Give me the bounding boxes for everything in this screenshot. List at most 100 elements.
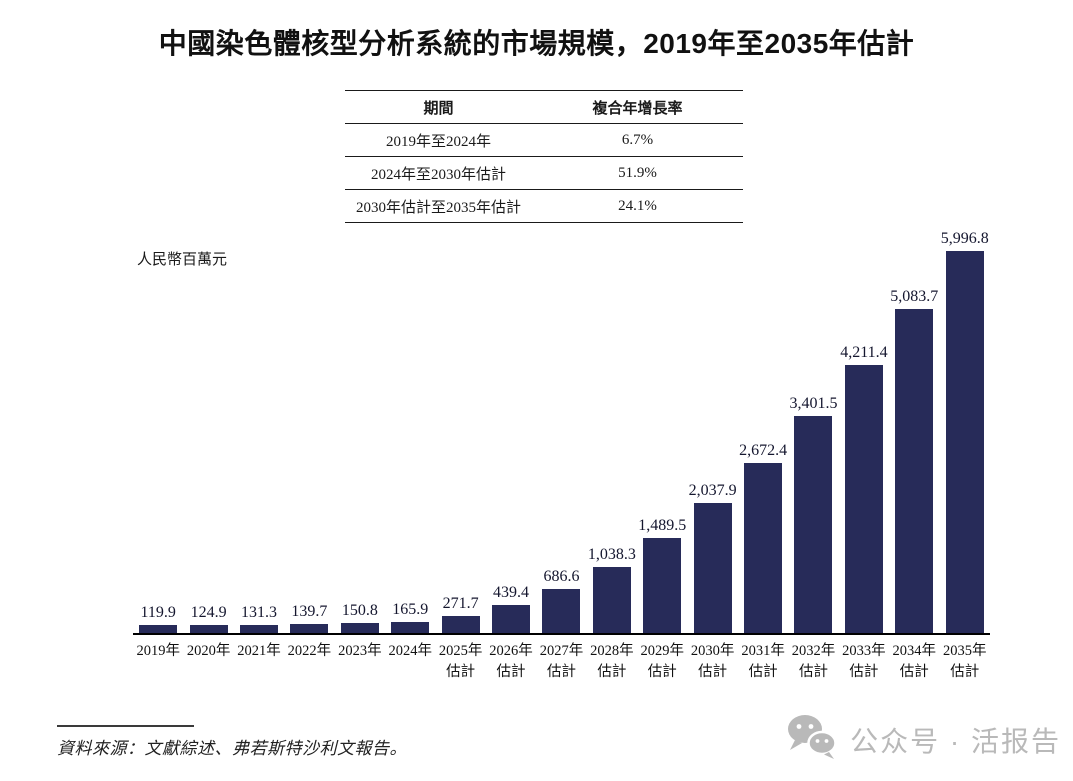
bar	[744, 462, 783, 633]
bar	[139, 625, 178, 633]
bar-value-label: 119.9	[140, 604, 176, 622]
watermark: 公众号 · 活报告	[786, 714, 1061, 765]
x-axis-label: 2033年估計	[839, 641, 889, 683]
cagr-table-header-period: 期間	[345, 90, 533, 124]
cagr-period-cell: 2030年估計至2035年估計	[345, 189, 533, 223]
wechat-icon	[786, 714, 838, 765]
x-axis-label: 2031年估計	[738, 641, 788, 683]
watermark-text: 公众号 · 活报告	[850, 725, 1061, 757]
x-axis-label-estimate: 估計	[950, 664, 980, 680]
bars-row: 119.9 124.9 131.3 139.7 150.8 165.9 271.7 439.4…	[133, 228, 990, 635]
source-note: 資料來源：文獻綜述、弗若斯特沙利文報告。	[57, 725, 407, 759]
bar	[340, 623, 379, 633]
bar-value-label: 1,038.3	[587, 545, 636, 563]
bar-value-label: 139.7	[291, 603, 328, 621]
bar-value-label: 5,996.8	[940, 230, 989, 247]
bar-value-label: 150.8	[341, 602, 378, 620]
bar-column: 165.9	[385, 600, 435, 633]
x-axis-label: 2027年估計	[536, 641, 586, 683]
bar-value-label: 271.7	[442, 594, 479, 612]
x-axis-label-year: 2019年	[136, 643, 180, 659]
bar-column: 271.7	[435, 594, 485, 633]
bar-value-label: 5,083.7	[890, 288, 939, 306]
x-axis-label-estimate: 估計	[597, 664, 627, 680]
x-axis-label: 2029年 估計	[637, 641, 687, 683]
x-axis-label: 2020年	[183, 641, 233, 662]
bar	[189, 625, 228, 633]
bar-value-label: 2,672.4	[739, 441, 788, 459]
x-axis-label-year: 2034年	[892, 643, 937, 659]
bar-column: 131.3	[234, 603, 284, 633]
bar	[643, 538, 682, 633]
bar-value-label: 2,037.9	[688, 482, 737, 500]
source-note-text: 資料來源：文獻綜述、弗若斯特沙利文報告。	[57, 739, 407, 758]
bar-column: 3,401.5	[788, 394, 838, 633]
x-axis-label-estimate: 估計	[798, 664, 828, 680]
cagr-table-header-row: 期間 複合年增長率	[345, 90, 743, 124]
bar-column: 5,083.7	[889, 287, 939, 633]
x-axis-label-estimate: 估計	[748, 664, 778, 680]
bar	[290, 624, 329, 633]
x-axis-label-year: 2021年	[237, 643, 281, 659]
bar	[844, 364, 883, 633]
bar-value-label: 124.9	[190, 604, 227, 621]
bar-value-label: 686.6	[543, 568, 580, 586]
bar-chart: 119.9 124.9 131.3 139.7 150.8 165.9 271.7 439.4…	[133, 228, 990, 683]
bar-column: 1,489.5	[637, 516, 687, 633]
x-axis-label-year: 2026年	[489, 643, 533, 659]
cagr-value-cell: 51.9%	[532, 156, 743, 190]
bar-column: 1,038.3	[587, 545, 637, 633]
x-axis-label-year: 2030年	[690, 643, 735, 659]
x-axis-label-year: 2033年	[842, 643, 886, 659]
x-axis-label-estimate: 估計	[546, 664, 576, 680]
cagr-period-cell: 2024年至2030年估計	[345, 156, 533, 190]
bar-column: 124.9	[183, 603, 233, 633]
source-divider-line	[57, 725, 194, 727]
bar-value-label: 165.9	[392, 601, 429, 619]
x-axis-label-year: 2020年	[186, 643, 231, 659]
x-axis-label-year: 2028年	[590, 643, 634, 659]
bar-column: 2,672.4	[738, 441, 788, 633]
bar-column: 4,211.4	[839, 343, 889, 633]
bar-value-label: 3,401.5	[789, 395, 838, 413]
x-axis-label-year: 2025年	[438, 643, 483, 659]
x-axis-label: 2028年估計	[587, 641, 637, 683]
bar-value-label: 439.4	[493, 584, 530, 601]
bar-column: 150.8	[335, 601, 385, 633]
cagr-table-header-cagr: 複合年增長率	[532, 90, 743, 124]
bar-column: 119.9	[133, 603, 183, 633]
x-axis-label: 2024年	[385, 641, 435, 662]
x-axis-label: 2032年估計	[788, 641, 838, 683]
bar-value-label: 4,211.4	[840, 343, 888, 361]
bar	[492, 605, 531, 633]
bar-value-label: 131.3	[241, 603, 278, 621]
x-axis-label-estimate: 估計	[698, 664, 728, 680]
x-axis-label-estimate: 估計	[446, 664, 476, 680]
x-axis-label-year: 2035年	[942, 643, 987, 659]
bar	[240, 624, 279, 633]
y-axis-unit-label: 人民幣百萬元	[137, 252, 228, 268]
bar-column: 139.7	[284, 602, 334, 633]
cagr-table: 期間 複合年增長率 2019年至2024年 6.7% 2024年至2030年估計…	[345, 90, 743, 223]
bar	[592, 566, 631, 633]
bar	[794, 416, 833, 633]
bar	[693, 503, 732, 633]
page-title: 中國染色體核型分析系統的市場規模，2019年至2035年估計	[158, 28, 915, 59]
x-axis-label-year: 2024年	[388, 643, 432, 659]
x-axis-labels: 2019年 2020年 2021年 2022年 2023年 2024年 2025年 估計 202…	[133, 641, 990, 683]
cagr-table-row: 2019年至2024年 6.7%	[345, 123, 743, 157]
x-axis-label-year: 2029年	[640, 643, 685, 659]
x-axis-label: 2030年估計	[687, 641, 737, 683]
x-axis-label-year: 2032年	[791, 643, 836, 659]
x-axis-label-estimate: 估計	[849, 664, 879, 680]
x-axis-label-year: 2022年	[287, 643, 332, 659]
bar	[542, 589, 581, 633]
cagr-table-row: 2024年至2030年估計 51.9%	[345, 156, 743, 190]
bar-column: 2,037.9	[687, 481, 737, 633]
x-axis-label-year: 2027年	[539, 643, 584, 659]
x-axis-label: 2034年 估計	[889, 641, 939, 683]
x-axis-label: 2023年	[335, 641, 385, 662]
x-axis-label: 2035年估計	[940, 641, 990, 683]
cagr-table-row: 2030年估計至2035年估計 24.1%	[345, 189, 743, 223]
x-axis-label-year: 2031年	[741, 643, 785, 659]
